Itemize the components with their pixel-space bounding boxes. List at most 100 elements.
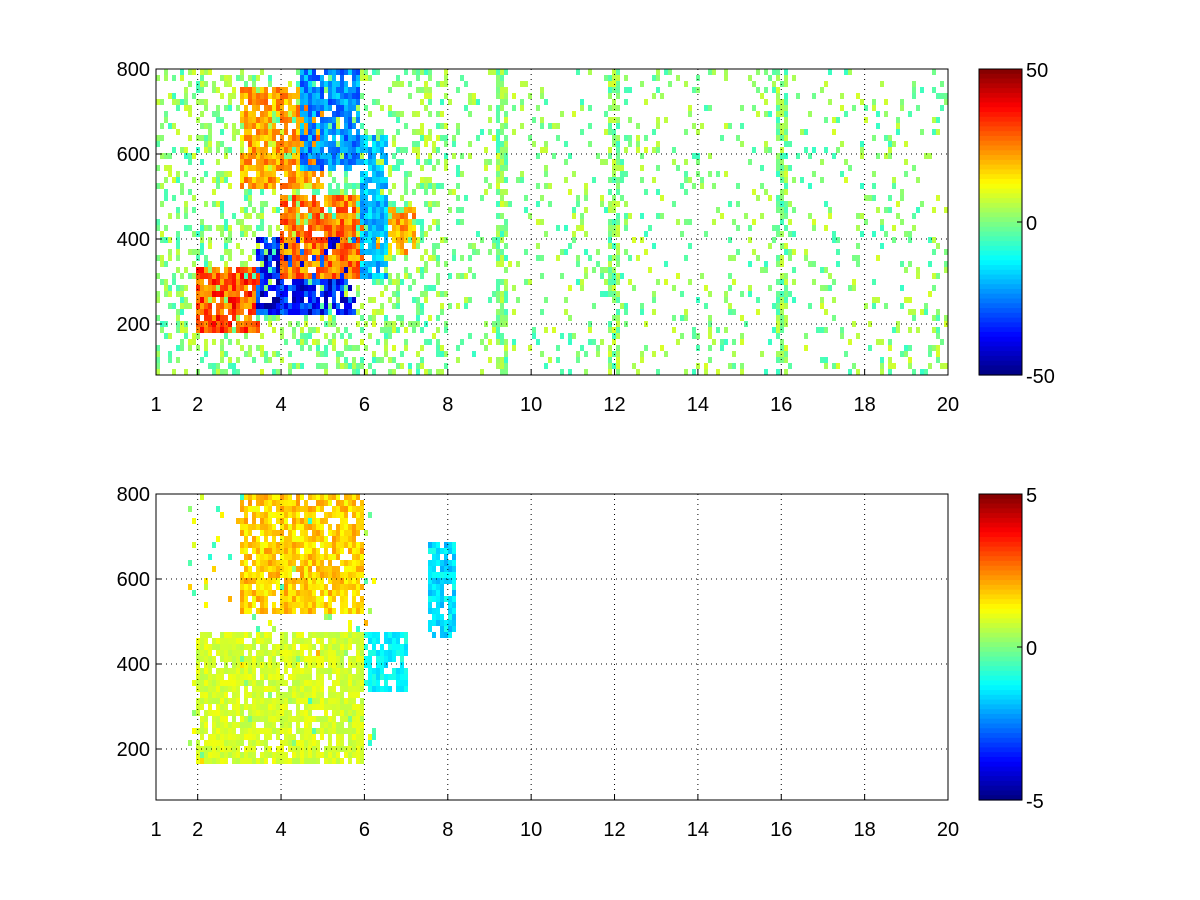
heatmap-cell <box>680 183 684 189</box>
heatmap-cell <box>504 111 508 117</box>
heatmap-cell <box>308 692 312 698</box>
colorbar-segment <box>979 766 1022 772</box>
heatmap-cell <box>200 704 204 710</box>
heatmap-cell <box>272 494 276 500</box>
heatmap-cell <box>184 87 188 93</box>
heatmap-cell <box>912 315 916 321</box>
heatmap-cell <box>632 237 636 243</box>
heatmap-cell <box>200 81 204 87</box>
heatmap-cell <box>756 69 760 75</box>
heatmap-cell <box>364 159 368 165</box>
heatmap-cell <box>260 165 264 171</box>
heatmap-cell <box>260 704 264 710</box>
heatmap-cell <box>312 81 316 87</box>
heatmap-cell <box>296 506 300 512</box>
heatmap-cell <box>296 99 300 105</box>
heatmap-cell <box>920 309 924 315</box>
heatmap-cell <box>240 345 244 351</box>
heatmap-cell <box>776 153 780 159</box>
heatmap-cell <box>252 321 256 327</box>
heatmap-cell <box>356 111 360 117</box>
heatmap-cell <box>404 207 408 213</box>
heatmap-cell <box>432 560 436 566</box>
heatmap-cell <box>388 249 392 255</box>
heatmap-cell <box>300 602 304 608</box>
heatmap-cell <box>400 686 404 692</box>
heatmap-cell <box>348 297 352 303</box>
heatmap-cell <box>340 351 344 357</box>
heatmap-cell <box>376 255 380 261</box>
heatmap-cell <box>280 656 284 662</box>
heatmap-cell <box>268 75 272 81</box>
heatmap-cell <box>704 231 708 237</box>
heatmap-cell <box>332 123 336 129</box>
heatmap-cell <box>308 135 312 141</box>
heatmap-cell <box>376 171 380 177</box>
heatmap-cell <box>372 141 376 147</box>
colorbar-segment <box>979 513 1022 519</box>
heatmap-cell <box>200 656 204 662</box>
heatmap-cell <box>436 554 440 560</box>
heatmap-cell <box>720 345 724 351</box>
heatmap-cell <box>280 560 284 566</box>
heatmap-cell <box>208 644 212 650</box>
heatmap-cell <box>424 159 428 165</box>
heatmap-cell <box>304 129 308 135</box>
heatmap-cell <box>428 578 432 584</box>
heatmap-cell <box>320 722 324 728</box>
heatmap-cell <box>208 740 212 746</box>
heatmap-cell <box>168 303 172 309</box>
heatmap-cell <box>852 255 856 261</box>
heatmap-cell <box>616 141 620 147</box>
colorbar-segment <box>979 632 1022 639</box>
heatmap-cell <box>784 297 788 303</box>
heatmap-cell <box>268 524 272 530</box>
heatmap-cell <box>316 548 320 554</box>
heatmap-cell <box>644 135 648 141</box>
heatmap-cell <box>432 542 436 548</box>
heatmap-cell <box>220 297 224 303</box>
heatmap-cell <box>288 698 292 704</box>
heatmap-cell <box>280 674 284 680</box>
heatmap-cell <box>336 105 340 111</box>
heatmap-cell <box>432 566 436 572</box>
heatmap-cell <box>352 81 356 87</box>
heatmap-cell <box>372 255 376 261</box>
heatmap-cell <box>400 219 404 225</box>
heatmap-cell <box>492 321 496 327</box>
heatmap-cell <box>280 255 284 261</box>
heatmap-cell <box>348 231 352 237</box>
heatmap-cell <box>388 243 392 249</box>
heatmap-cell <box>248 746 252 752</box>
heatmap-cell <box>432 189 436 195</box>
heatmap-cell <box>296 243 300 249</box>
heatmap-cell <box>316 309 320 315</box>
heatmap-cell <box>260 686 264 692</box>
heatmap-cell <box>812 93 816 99</box>
heatmap-cell <box>812 279 816 285</box>
heatmap-cell <box>176 255 180 261</box>
heatmap-cell <box>260 638 264 644</box>
heatmap-cell <box>328 267 332 273</box>
heatmap-cell <box>884 99 888 105</box>
heatmap-cell <box>424 177 428 183</box>
heatmap-cell <box>868 345 872 351</box>
heatmap-cell <box>376 225 380 231</box>
heatmap-cell <box>216 638 220 644</box>
heatmap-cell <box>224 722 228 728</box>
heatmap-cell <box>584 351 588 357</box>
heatmap-cell <box>240 267 244 273</box>
heatmap-cell <box>936 327 940 333</box>
heatmap-cell <box>256 542 260 548</box>
heatmap-cell <box>688 279 692 285</box>
heatmap-cell <box>780 255 784 261</box>
colorbar-segment <box>979 498 1022 505</box>
heatmap-cell <box>616 165 620 171</box>
heatmap-cell <box>384 267 388 273</box>
heatmap-cell <box>616 213 620 219</box>
heatmap-cell <box>256 243 260 249</box>
heatmap-cell <box>584 267 588 273</box>
heatmap-cell <box>404 680 408 686</box>
heatmap-cell <box>496 339 500 345</box>
heatmap-cell <box>436 183 440 189</box>
